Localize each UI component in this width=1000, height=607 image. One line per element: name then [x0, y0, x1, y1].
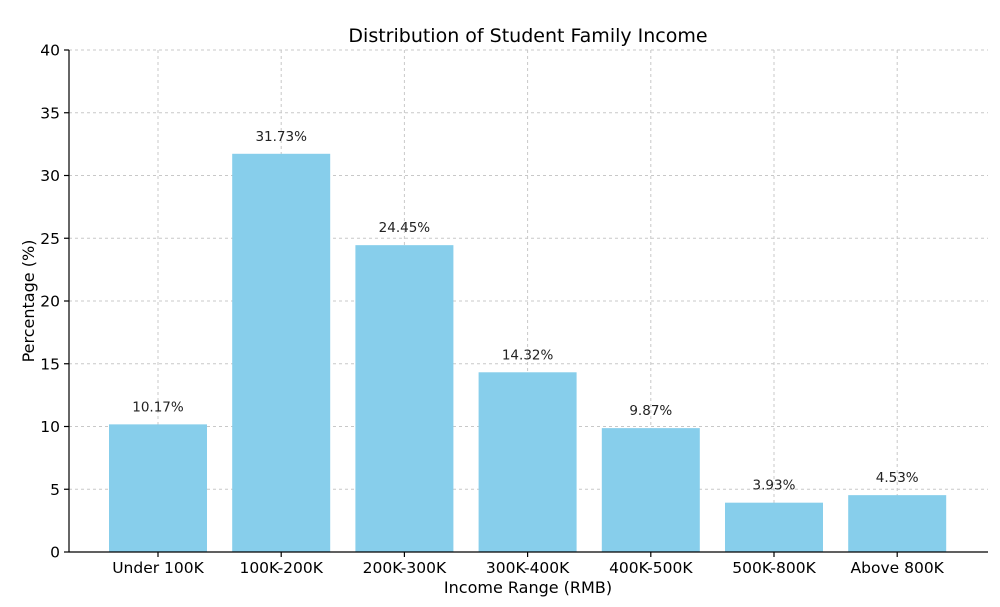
y-tick-label: 20	[40, 293, 60, 311]
x-axis-ticks: Under 100K 100K-200K 200K-300K 300K-400K 400…	[112, 552, 945, 577]
y-axis-ticks: 0 5 10 15 20 25 30 35 40	[40, 42, 69, 562]
bars	[109, 153, 947, 552]
bar	[232, 153, 331, 552]
y-tick-label: 40	[40, 42, 60, 60]
y-tick-label: 5	[50, 481, 60, 499]
y-tick-label: 15	[40, 355, 60, 373]
x-tick-label: Above 800K	[851, 559, 945, 577]
bar	[601, 428, 700, 552]
data-label: 31.73%	[255, 129, 307, 145]
bar	[109, 424, 207, 552]
data-label: 9.87%	[629, 403, 672, 419]
y-tick-label: 30	[40, 167, 60, 185]
x-tick-label: 500K-800K	[732, 559, 816, 577]
x-tick-label: 200K-300K	[363, 559, 447, 577]
bar	[725, 502, 823, 552]
bar	[848, 495, 947, 552]
bar	[355, 245, 454, 552]
x-tick-label: 400K-500K	[609, 559, 693, 577]
x-axis-title: Income Range (RMB)	[444, 578, 612, 597]
x-tick-label: 300K-400K	[486, 559, 570, 577]
x-tick-label: 100K-200K	[239, 559, 323, 577]
bar	[478, 372, 577, 552]
data-label: 10.17%	[132, 399, 184, 415]
data-label: 4.53%	[876, 470, 919, 486]
y-tick-label: 10	[40, 418, 60, 436]
y-tick-label: 0	[50, 544, 60, 562]
data-label: 3.93%	[753, 478, 796, 494]
data-label: 24.45%	[379, 220, 431, 236]
data-label: 14.32%	[502, 347, 554, 363]
y-tick-label: 25	[40, 230, 60, 248]
chart-title: Distribution of Student Family Income	[348, 25, 707, 47]
x-tick-label: Under 100K	[112, 559, 204, 577]
y-axis-title: Percentage (%)	[19, 240, 38, 363]
data-labels: 10.17% 31.73% 24.45% 14.32% 9.87% 3.93% 4.53%	[132, 129, 919, 494]
y-tick-label: 35	[40, 104, 60, 122]
